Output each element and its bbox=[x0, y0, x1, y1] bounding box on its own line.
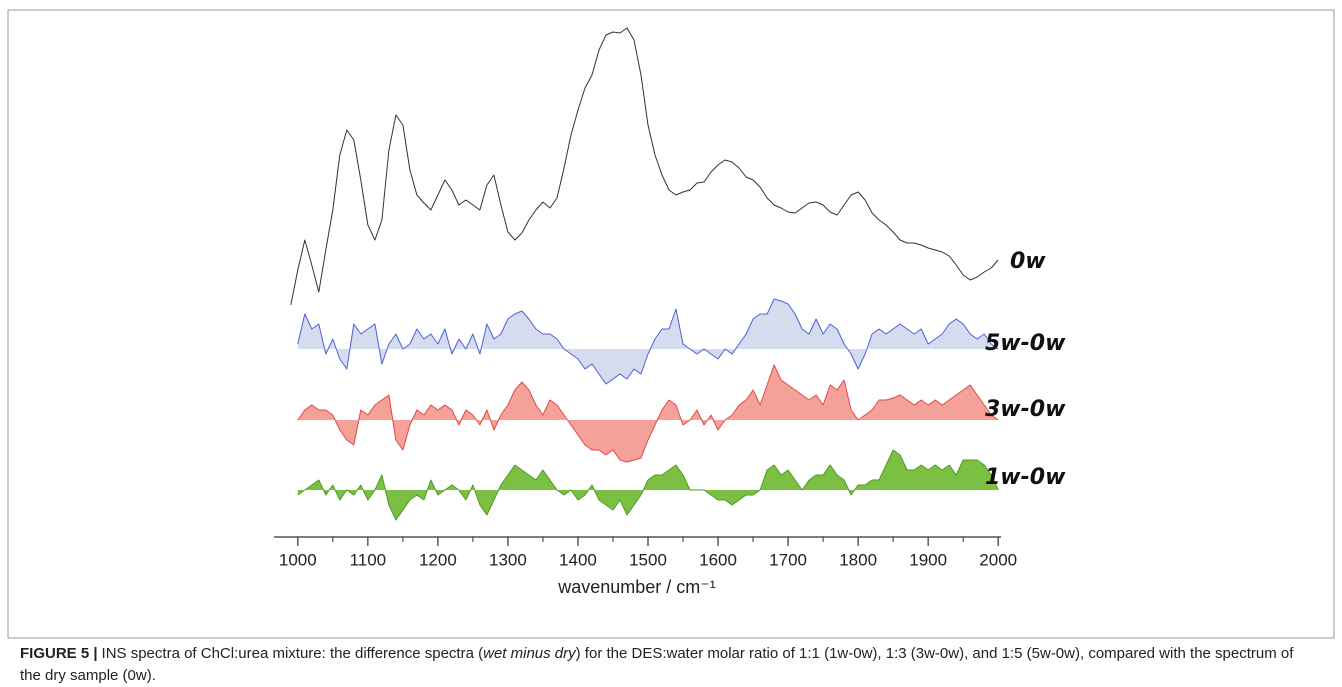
x-tick-label: 1300 bbox=[489, 550, 527, 569]
caption-text: INS spectra of ChCl:urea mixture: the di… bbox=[101, 645, 484, 662]
x-tick-label: 1900 bbox=[909, 550, 947, 569]
series-label: 5w-0w bbox=[985, 331, 1066, 356]
line bbox=[297, 449, 999, 521]
caption: FIGURE 5 | INS spectra of ChCl:urea mixtu… bbox=[20, 643, 1310, 687]
figure-frame bbox=[7, 9, 1335, 639]
caption-emphasis: wet minus dry bbox=[483, 645, 576, 662]
x-tick-label: 2000 bbox=[979, 550, 1017, 569]
caption-text: ) for the DES:water molar ratio of 1:1 (… bbox=[20, 645, 1294, 684]
x-tick-label: 1000 bbox=[279, 550, 317, 569]
x-tick-label: 1500 bbox=[629, 550, 667, 569]
series-label: 3w-0w bbox=[985, 397, 1066, 422]
area bbox=[297, 450, 999, 520]
x-axis-label: wavenumber / cm⁻¹ bbox=[557, 577, 716, 597]
line bbox=[297, 364, 999, 463]
x-tick-label: 1200 bbox=[419, 550, 457, 569]
area bbox=[297, 365, 999, 462]
caption-label: FIGURE 5 | bbox=[20, 645, 98, 662]
x-tick-label: 1100 bbox=[350, 550, 387, 569]
x-tick-label: 1600 bbox=[699, 550, 737, 569]
x-tick-label: 1700 bbox=[769, 550, 807, 569]
line bbox=[290, 27, 999, 306]
x-tick-label: 1800 bbox=[839, 550, 877, 569]
x-tick-label: 1400 bbox=[559, 550, 597, 569]
chart: wavenumber / cm⁻¹ 1000 1100 1200 1300 1400 15… bbox=[7, 9, 1335, 639]
area bbox=[297, 299, 999, 384]
line bbox=[297, 298, 999, 385]
series-label: 1w-0w bbox=[985, 465, 1066, 490]
series-label: 0w bbox=[1010, 249, 1046, 274]
